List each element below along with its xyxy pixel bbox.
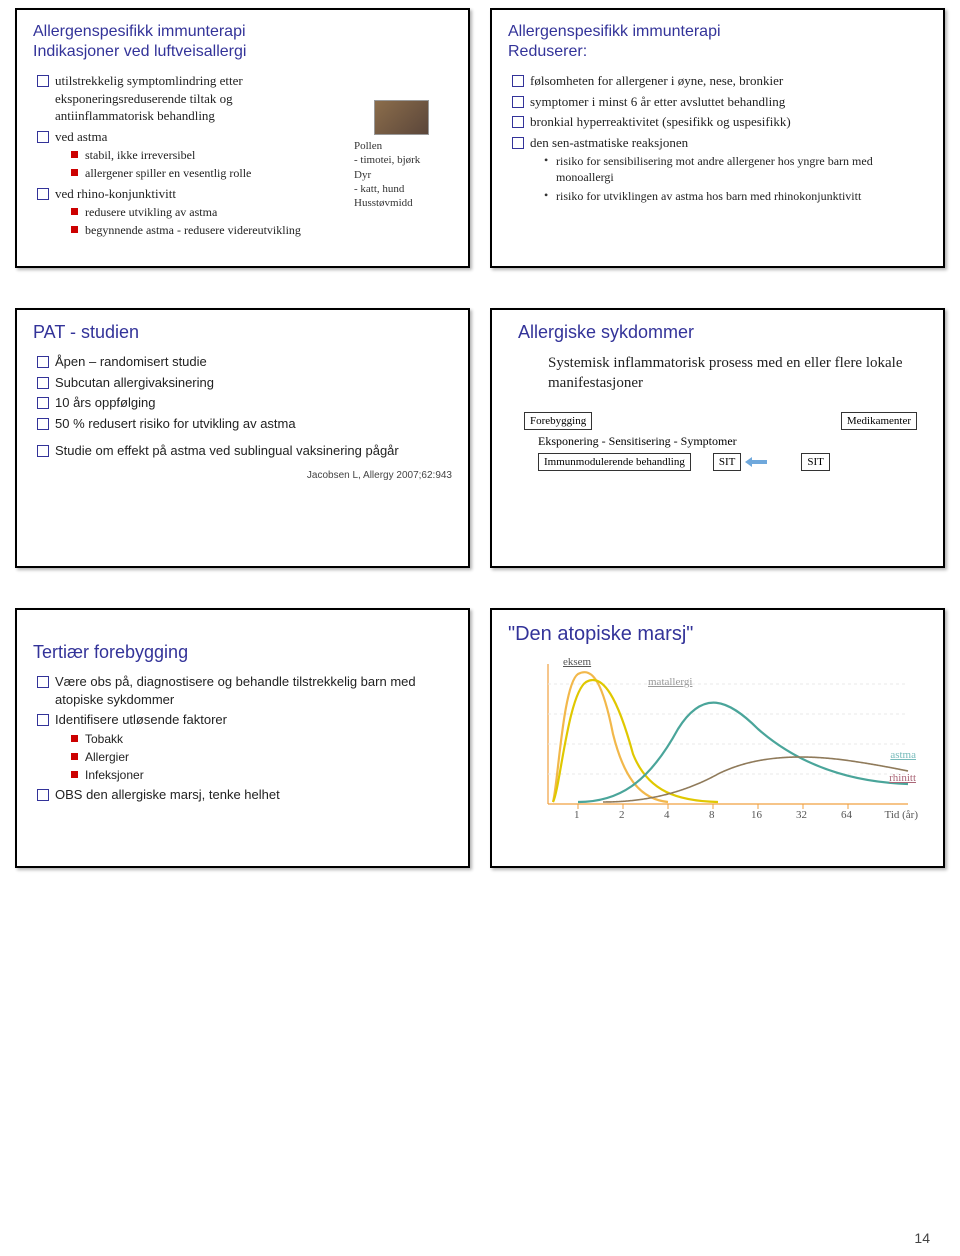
list-item: Åpen – randomisert studie bbox=[37, 353, 452, 371]
list-item: Være obs på, diagnostisere og behandle t… bbox=[37, 673, 452, 708]
slide-1-sidebox: Pollen - timotei, bjørk Dyr - katt, hund… bbox=[354, 100, 454, 210]
list-item: Subcutan allergivaksinering bbox=[37, 374, 452, 392]
label-eksem: eksem bbox=[563, 656, 591, 668]
box-immunmodulerende: Immunmodulerende behandling bbox=[538, 453, 691, 472]
xtick: 16 bbox=[751, 809, 762, 821]
xtick: 4 bbox=[664, 809, 670, 821]
flow-text: Eksponering - Sensitisering - Symptomer bbox=[538, 434, 927, 449]
list-item: allergener spiller en vesentlig rolle bbox=[71, 165, 333, 181]
cat-image-placeholder bbox=[374, 100, 429, 135]
slide-6-title: "Den atopiske marsj" bbox=[508, 622, 927, 646]
slide-3: PAT - studien Åpen – randomisert studie … bbox=[15, 308, 470, 568]
box-medikamenter: Medikamenter bbox=[841, 412, 917, 430]
slide-6: "Den atopiske marsj" bbox=[490, 608, 945, 868]
slide-3-title: PAT - studien bbox=[33, 322, 452, 343]
xtick: 2 bbox=[619, 809, 625, 821]
label-rhinitt: rhinitt bbox=[889, 772, 916, 784]
slide-5: Tertiær forebygging Være obs på, diagnos… bbox=[15, 608, 470, 868]
list-item: Tobakk bbox=[71, 731, 452, 747]
xtick: 64 bbox=[841, 809, 852, 821]
xtick: 1 bbox=[574, 809, 580, 821]
arrow-left-icon bbox=[745, 458, 767, 466]
xaxis-label: Tid (år) bbox=[884, 809, 918, 821]
list-item: ved astma stabil, ikke irreversibel alle… bbox=[37, 128, 333, 182]
xtick: 8 bbox=[709, 809, 715, 821]
list-item: Identifisere utløsende faktorer Tobakk A… bbox=[37, 711, 452, 783]
xtick: 32 bbox=[796, 809, 807, 821]
slide-4-subtitle: Systemisk inflammatorisk prosess med en … bbox=[548, 353, 927, 394]
list-item: risiko for sensibilisering mot andre all… bbox=[544, 153, 927, 185]
list-item: 50 % redusert risiko for utvikling av as… bbox=[37, 415, 452, 433]
slide-4: Allergiske sykdommer Systemisk inflammat… bbox=[490, 308, 945, 568]
list-item: Infeksjoner bbox=[71, 767, 452, 783]
list-item: redusere utvikling av astma bbox=[71, 204, 333, 220]
slide-1: Allergenspesifikk immunterapi Indikasjon… bbox=[15, 8, 470, 268]
box-forebygging: Forebygging bbox=[524, 412, 592, 430]
list-item: 10 års oppfølging bbox=[37, 394, 452, 412]
box-sit-2: SIT bbox=[801, 453, 830, 471]
box-sit-1: SIT bbox=[713, 453, 742, 471]
list-item: begynnende astma - redusere videreutvikl… bbox=[71, 222, 333, 238]
list-item: følsomheten for allergener i øyne, nese,… bbox=[512, 72, 927, 90]
list-item: bronkial hyperreaktivitet (spesifikk og … bbox=[512, 113, 927, 131]
citation: Jacobsen L, Allergy 2007;62:943 bbox=[33, 470, 452, 481]
list-item: stabil, ikke irreversibel bbox=[71, 147, 333, 163]
slide-1-title: Allergenspesifikk immunterapi Indikasjon… bbox=[33, 22, 452, 62]
list-item: symptomer i minst 6 år etter avsluttet b… bbox=[512, 93, 927, 111]
list-item: ved rhino-konjunktivitt redusere utvikli… bbox=[37, 185, 333, 239]
list-item: Studie om effekt på astma ved sublingual… bbox=[37, 442, 452, 460]
list-item: den sen-astmatiske reaksjonen risiko for… bbox=[512, 134, 927, 204]
label-matallergi: matallergi bbox=[648, 676, 692, 688]
slide-4-title: Allergiske sykdommer bbox=[518, 322, 927, 343]
page-number: 14 bbox=[914, 1230, 930, 1246]
list-item: risiko for utviklingen av astma hos barn… bbox=[544, 188, 927, 204]
list-item: utilstrekkelig symptomlindring etter eks… bbox=[37, 72, 333, 125]
list-item: Allergier bbox=[71, 749, 452, 765]
atopic-march-chart: eksem matallergi astma rhinitt 1 2 4 8 1… bbox=[518, 654, 918, 829]
slide-2-title: Allergenspesifikk immunterapi Reduserer: bbox=[508, 22, 927, 62]
slide-2: Allergenspesifikk immunterapi Reduserer:… bbox=[490, 8, 945, 268]
list-item: OBS den allergiske marsj, tenke helhet bbox=[37, 786, 452, 804]
label-astma: astma bbox=[890, 749, 916, 761]
slide-5-title: Tertiær forebygging bbox=[33, 642, 452, 663]
